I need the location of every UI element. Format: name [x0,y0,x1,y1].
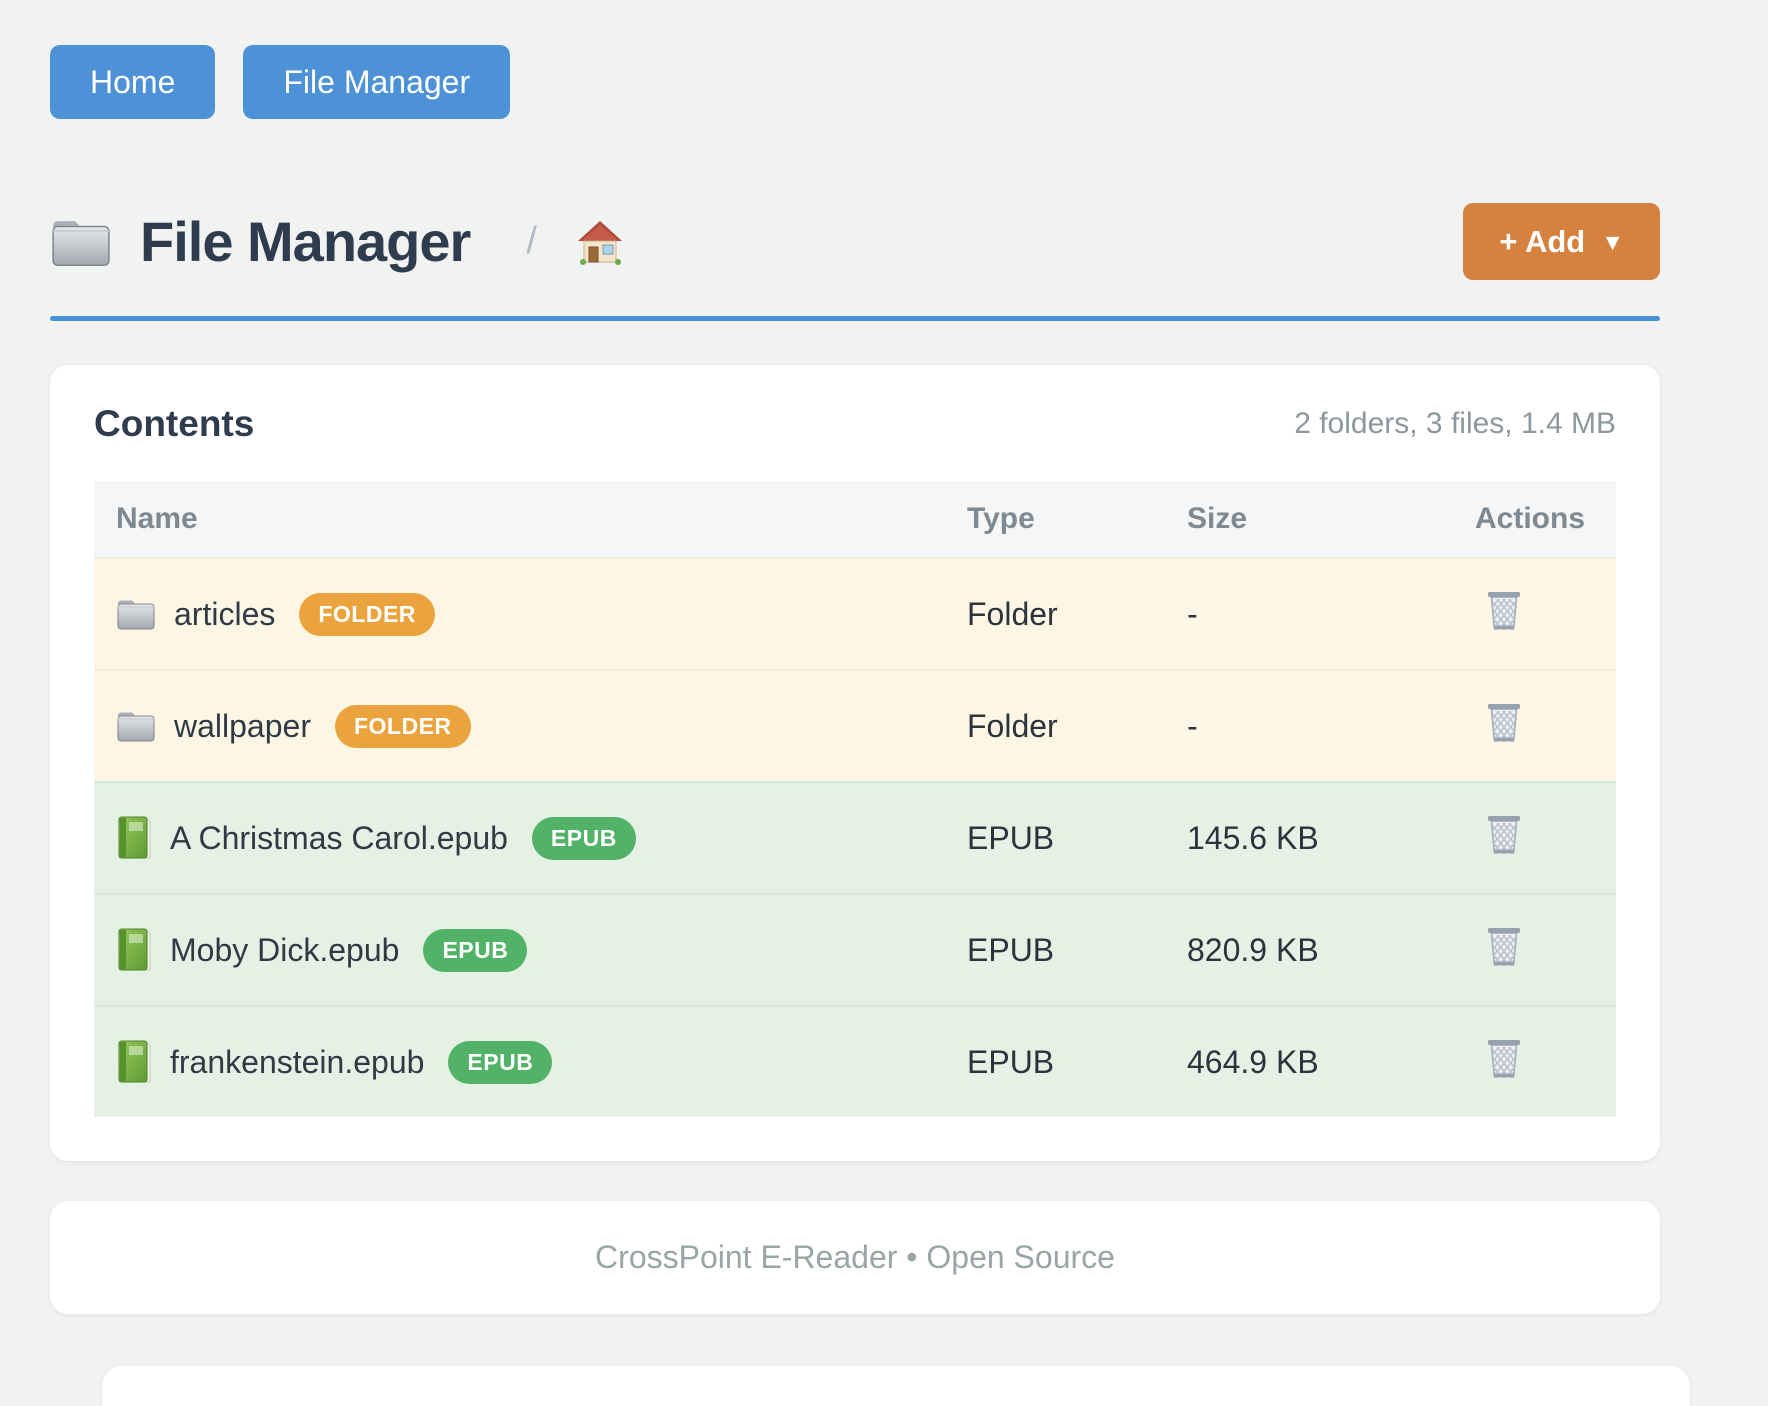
column-header-name: Name [116,502,198,535]
page-container: Home File Manager File Manager / + Add ▼ [50,0,1660,1314]
table-row[interactable]: Moby Dick.epub EPUB EPUB 820.9 KB [94,893,1616,1005]
book-icon [118,928,151,971]
delete-button[interactable] [1485,701,1523,743]
file-name: frankenstein.epub [170,1043,425,1080]
partial-card [102,1366,1690,1406]
header-divider [50,316,1660,321]
page-header: File Manager / + Add ▼ [50,203,1660,280]
contents-heading: Contents [94,403,255,444]
contents-card: Contents 2 folders, 3 files, 1.4 MB Name… [50,365,1660,1161]
trash-icon [1488,592,1520,630]
file-type: Folder [967,595,1058,632]
breadcrumb-home-icon-slot[interactable] [577,219,623,265]
trash-icon [1488,816,1520,854]
table-row[interactable]: A Christmas Carol.epub EPUB EPUB 145.6 K… [94,781,1616,893]
footer-card: CrossPoint E-Reader • Open Source [50,1201,1660,1314]
file-name-cell[interactable]: A Christmas Carol.epub EPUB [94,815,945,861]
file-table: Name Type Size Actions articles FOLDER F… [94,481,1616,1117]
file-name: Moby Dick.epub [170,931,400,968]
row-icon-slot [116,597,156,631]
column-header-type: Type [967,502,1035,535]
file-name-cell[interactable]: articles FOLDER [94,592,945,636]
add-button-label: + Add [1499,223,1586,259]
house-icon [577,220,622,265]
file-type: EPUB [967,931,1055,968]
row-icon-slot [116,927,152,973]
file-type-badge: FOLDER [334,704,471,748]
table-body: articles FOLDER Folder - wallpaper FOLDE… [94,557,1616,1117]
file-name: wallpaper [174,707,311,744]
trash-icon [1488,704,1520,742]
chevron-down-icon: ▼ [1601,229,1624,255]
file-type: EPUB [967,819,1055,856]
file-name-cell[interactable]: Moby Dick.epub EPUB [94,927,945,973]
file-size: 145.6 KB [1187,819,1319,856]
file-type: Folder [967,707,1058,744]
file-type-badge: FOLDER [299,592,435,636]
file-size: 820.9 KB [1187,931,1319,968]
row-icon-slot [116,1039,152,1085]
table-row[interactable]: articles FOLDER Folder - [94,557,1616,669]
file-size: - [1187,707,1198,744]
file-name-cell[interactable]: frankenstein.epub EPUB [94,1039,945,1085]
folder-icon [117,600,155,630]
nav-file-manager-button[interactable]: File Manager [243,45,511,119]
file-type-badge: EPUB [448,1040,553,1084]
file-name: articles [174,595,276,632]
delete-button[interactable] [1485,925,1523,967]
file-name-cell[interactable]: wallpaper FOLDER [94,704,945,748]
contents-summary: 2 folders, 3 files, 1.4 MB [1294,407,1616,440]
row-icon-slot [116,709,156,743]
column-header-actions: Actions [1475,502,1586,535]
delete-button[interactable] [1485,589,1523,631]
title-folder-icon-slot [50,215,112,268]
page-title: File Manager [140,210,471,273]
file-type-badge: EPUB [531,816,636,860]
trash-icon [1488,1040,1520,1078]
table-row[interactable]: wallpaper FOLDER Folder - [94,669,1616,781]
file-name: A Christmas Carol.epub [170,819,508,856]
delete-button[interactable] [1485,813,1523,855]
column-header-size: Size [1187,502,1248,535]
file-size: 464.9 KB [1187,1043,1319,1080]
table-row[interactable]: frankenstein.epub EPUB EPUB 464.9 KB [94,1005,1616,1117]
top-nav: Home File Manager [50,0,1660,119]
file-size: - [1187,595,1198,632]
file-type-badge: EPUB [423,928,528,972]
book-icon [118,1040,151,1083]
page-title-group: File Manager / [50,209,623,274]
delete-button[interactable] [1485,1037,1523,1079]
folder-icon [52,220,110,266]
row-icon-slot [116,815,152,861]
breadcrumb-separator: / [526,220,537,262]
file-type: EPUB [967,1043,1055,1080]
add-button[interactable]: + Add ▼ [1463,203,1660,280]
trash-icon [1488,928,1520,966]
table-header-row: Name Type Size Actions [94,481,1616,557]
nav-home-button[interactable]: Home [50,45,216,119]
book-icon [118,816,151,859]
folder-icon [117,712,155,742]
footer-text: CrossPoint E-Reader • Open Source [595,1239,1115,1275]
